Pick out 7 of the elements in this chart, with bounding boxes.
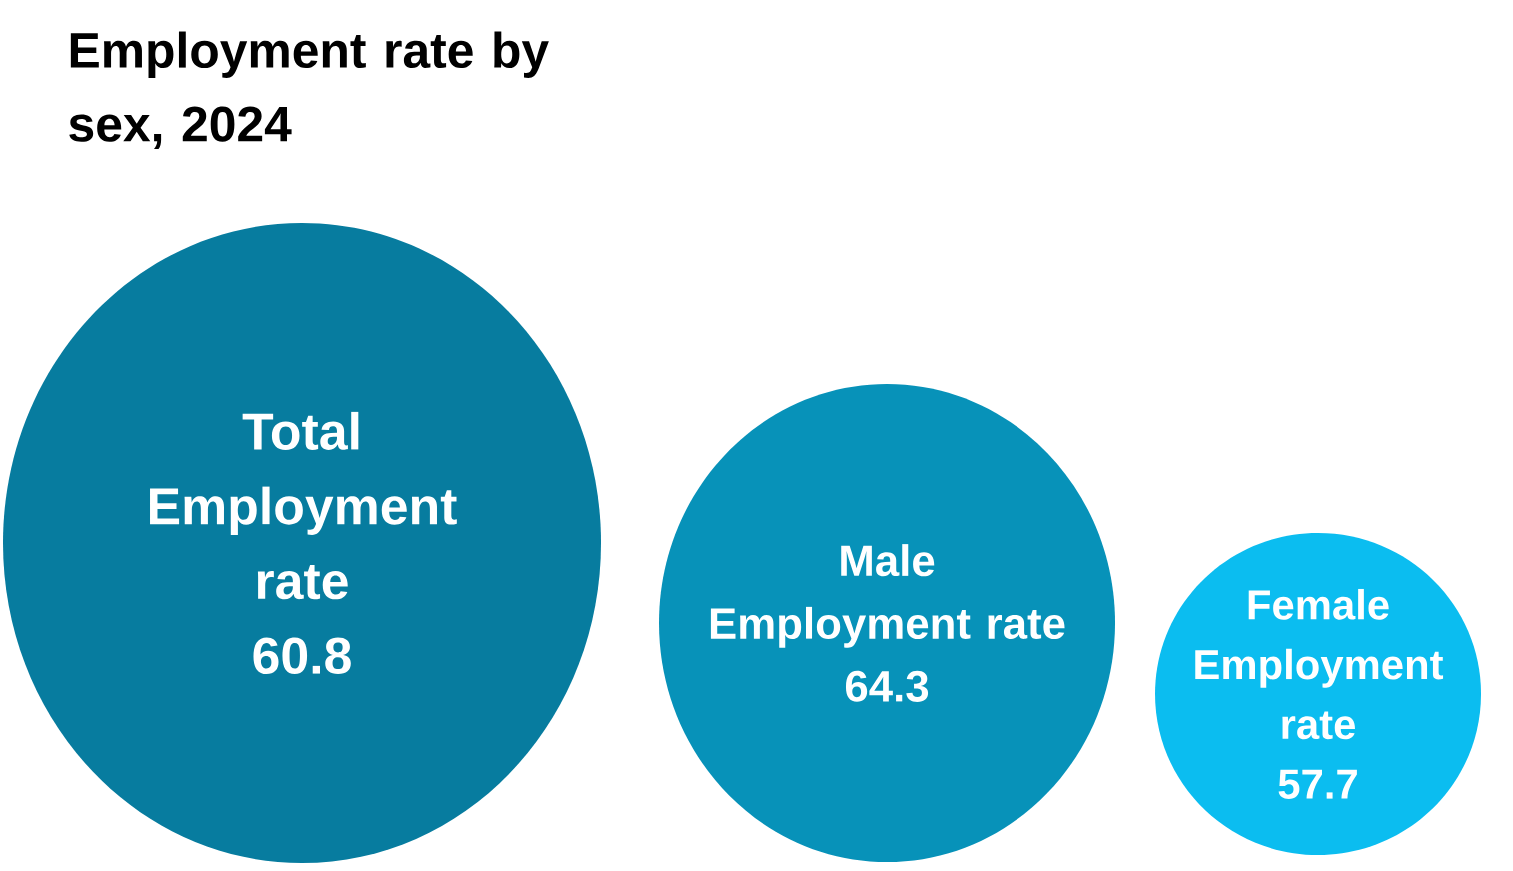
category-label: Total Employment rate (150, 411, 457, 600)
data-label: 57.7 (1278, 769, 1357, 800)
category-label: Male Employment rate (710, 544, 1065, 648)
data-label: 64.3 (845, 670, 929, 702)
category-label: Female Employment rate (1195, 588, 1444, 740)
text: Employment rate by sex, 2024 (69, 31, 549, 150)
data-label: 60.8 (253, 637, 351, 675)
